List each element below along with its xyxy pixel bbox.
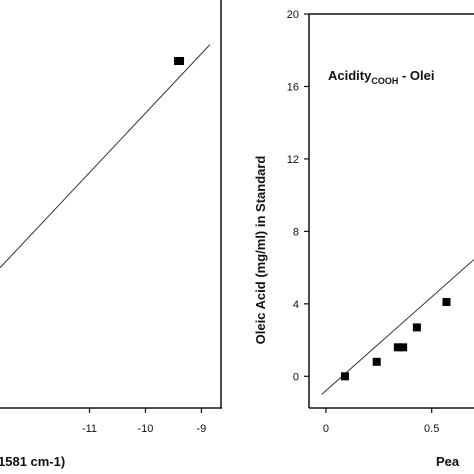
right-y-tick-label: 20: [287, 9, 299, 21]
right-y-axis-title: Oleic Acid (mg/ml) in Standard: [253, 156, 268, 345]
right-x-tick-label: 0.5: [424, 423, 439, 435]
right-x-axis-title: Pea: [436, 454, 460, 469]
left-fit-line: [0, 44, 211, 269]
left-data-points: [174, 56, 185, 65]
right-data-point: [372, 357, 381, 366]
right-y-tick-label: 4: [293, 299, 299, 311]
left-x-axis-title: 1581 cm-1): [0, 454, 65, 469]
left-x-tick-label: -11: [82, 423, 97, 435]
right-y-tick-label: 12: [287, 154, 299, 166]
right-y-tick-label: 16: [287, 81, 299, 93]
left-data-point: [174, 56, 185, 65]
annotation-main: Acidity: [328, 68, 372, 83]
left-x-tick-label: -9: [197, 423, 207, 435]
right-y-tick-label: 8: [293, 226, 299, 238]
annotation-subscript: COOH: [371, 76, 398, 86]
right-data-point: [412, 323, 421, 332]
right-data-point: [442, 298, 451, 307]
right-x-tick-label: 0: [323, 423, 329, 435]
annotation-suffix: - Olei: [398, 68, 434, 83]
right-data-point: [340, 372, 349, 381]
left-x-ticks: -11 -10 -9: [82, 408, 206, 435]
right-x-ticks: 0 0.5: [323, 408, 439, 435]
right-data-point: [393, 343, 402, 352]
right-fit-line: [321, 259, 474, 395]
right-y-tick-label: 0: [293, 371, 299, 383]
right-y-ticks: 0 4 8 12 16 20: [287, 9, 309, 383]
right-annotation: AcidityCOOH - Olei: [328, 68, 434, 86]
left-chart: -11 -10 -9 1581 cm-1): [0, 0, 222, 469]
right-data-point: [399, 343, 408, 352]
left-x-tick-label: -10: [138, 423, 154, 435]
right-data-points: [340, 298, 451, 381]
